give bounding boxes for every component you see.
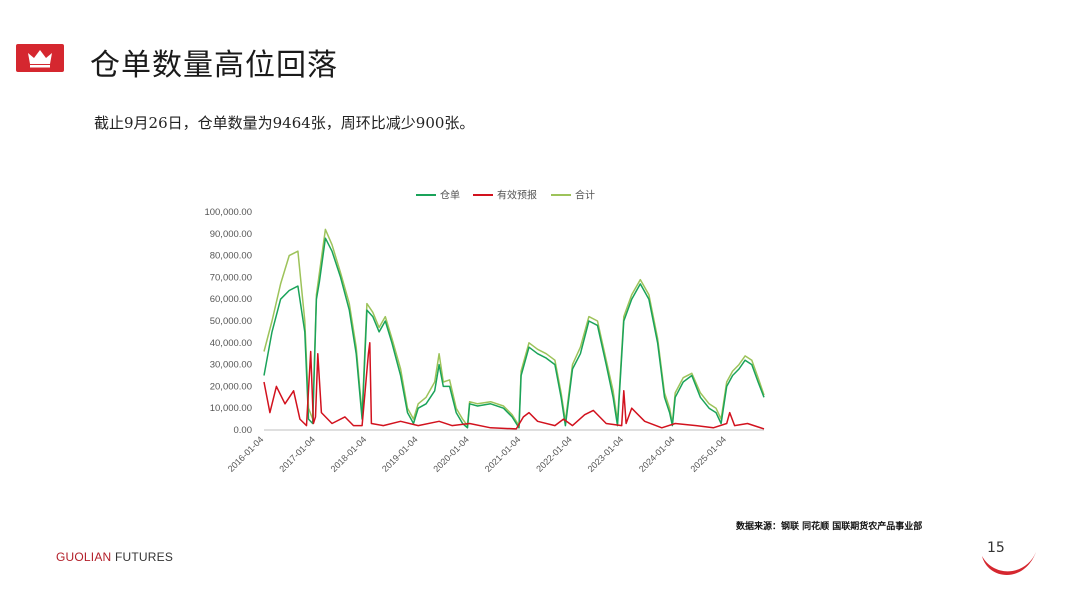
- y-tick-label: 70,000.00: [210, 272, 252, 283]
- x-tick-label: 2025-01-04: [688, 434, 728, 474]
- warehouse-receipt-line-chart: 0.00 10,000.00 20,000.00 30,000.00 40,000.00…: [204, 189, 765, 474]
- page-number: 15: [987, 540, 1005, 556]
- data-source-note: 数据来源：钢联 同花顺 国联期货农产品事业部: [736, 522, 923, 532]
- x-tick-label: 2017-01-04: [277, 434, 317, 474]
- brand-crown-logo: [16, 44, 64, 72]
- x-tick-label: 2022-01-04: [534, 434, 574, 474]
- x-tick-label: 2018-01-04: [329, 434, 369, 474]
- y-tick-label: 40,000.00: [210, 338, 252, 349]
- page-title: 仓单数量高位回落: [90, 48, 338, 83]
- brand-swoosh-icon: [982, 552, 1036, 575]
- legend-label: 有效预报: [497, 189, 537, 202]
- x-tick-label: 2019-01-04: [380, 434, 420, 474]
- y-tick-label: 30,000.00: [210, 360, 252, 371]
- y-tick-label: 50,000.00: [210, 316, 252, 327]
- page-subtitle: 截止9月26日，仓单数量为9464张，周环比减少900张。: [94, 114, 475, 132]
- x-tick-label: 2023-01-04: [586, 434, 626, 474]
- series-line-2: [263, 228, 765, 427]
- y-tick-label: 0.00: [234, 425, 253, 436]
- brand-name-part2: FUTURES: [111, 550, 174, 564]
- y-tick-label: 90,000.00: [210, 229, 252, 240]
- y-tick-label: 10,000.00: [210, 403, 252, 414]
- y-tick-label: 20,000.00: [210, 381, 252, 392]
- series-line-0: [263, 237, 765, 429]
- x-tick-label: 2016-01-04: [226, 434, 266, 474]
- brand-wordmark: GUOLIAN FUTURES: [56, 550, 173, 564]
- y-tick-label: 80,000.00: [210, 251, 252, 262]
- y-tick-label: 60,000.00: [210, 294, 252, 305]
- brand-name-part1: GUOLIAN: [56, 550, 112, 564]
- legend-label: 仓单: [440, 189, 460, 202]
- x-tick-label: 2020-01-04: [431, 434, 471, 474]
- series-line-1: [263, 342, 765, 430]
- x-tick-label: 2024-01-04: [637, 434, 677, 474]
- x-tick-label: 2021-01-04: [483, 434, 523, 474]
- y-tick-label: 100,000.00: [204, 207, 252, 218]
- legend-label: 合计: [575, 189, 595, 202]
